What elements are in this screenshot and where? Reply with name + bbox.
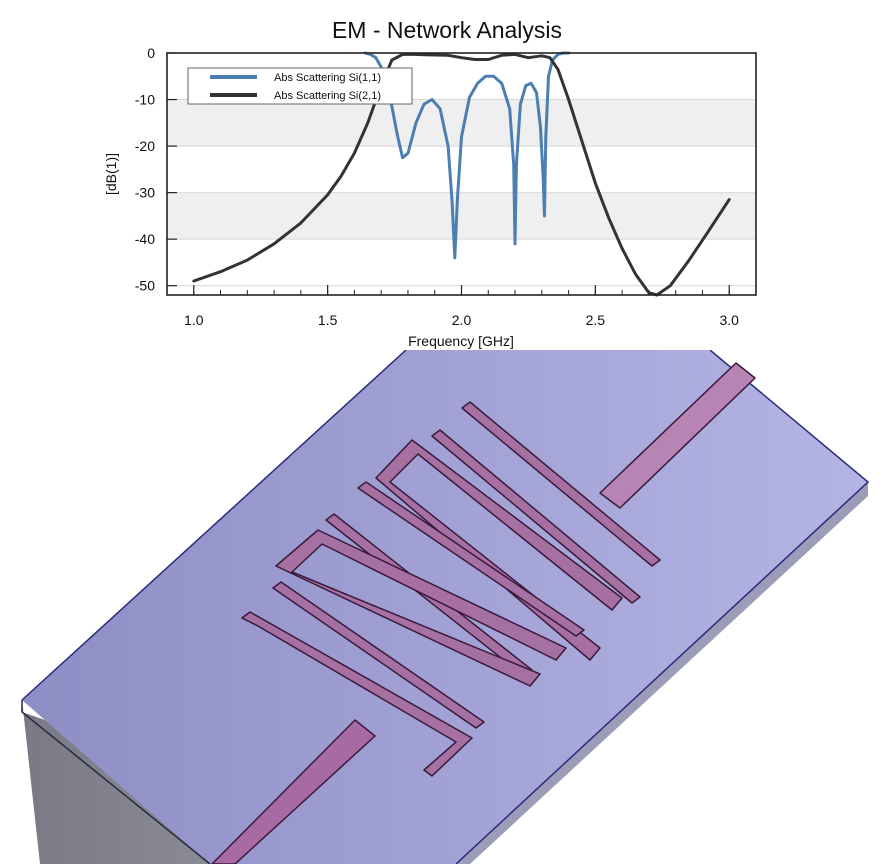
y-tick-label: -50 [135, 278, 155, 294]
legend-label-s11: Abs Scattering Si(1,1) [274, 72, 381, 84]
series-line-s11 [363, 51, 571, 260]
substrate-side [22, 700, 460, 864]
legend-label-s21: Abs Scattering Si(2,1) [274, 90, 381, 102]
resonator-7 [272, 581, 485, 729]
y-tick-label: -30 [135, 185, 155, 201]
chart-title: EM - Network Analysis [331, 17, 563, 43]
y-tick-label: -40 [135, 231, 155, 247]
grid-bands [167, 52, 756, 287]
resonators [241, 401, 661, 777]
ticks-layer: 1.0 1.5 2.0 2.5 3.0 0 -10 -20 -30 -40 -50 [135, 45, 739, 328]
chart-panel: EM - Network Analysis 1.0 1.5 2.0 2.5 3.0 0 -1… [0, 0, 882, 352]
y-tick-label: 0 [147, 45, 155, 61]
feed-lines [211, 362, 756, 864]
x-tick-label: 1.0 [184, 312, 204, 328]
y-tick-label: -10 [135, 92, 155, 108]
substrate-edge [21, 350, 407, 701]
resonator-6 [275, 529, 567, 687]
resonator-8 [241, 611, 473, 777]
legend-box [187, 67, 413, 105]
legend: Abs Scattering Si(1,1) Abs Scattering Si… [187, 67, 413, 105]
substrate-edge-right [455, 350, 870, 864]
x-tick-label: 2.0 [452, 312, 472, 328]
series-line-s21 [192, 52, 731, 297]
resonator-3 [375, 439, 623, 661]
y-axis-label: [dB(1)] [103, 153, 119, 195]
y-tick-label: -20 [135, 138, 155, 154]
series-layer [192, 51, 731, 297]
resonator-1 [461, 401, 661, 567]
x-tick-label: 1.5 [318, 312, 338, 328]
resonator-2 [431, 429, 641, 604]
filter-3d-model [21, 350, 870, 864]
x-tick-label: 2.5 [586, 312, 606, 328]
substrate-edge-front [21, 700, 211, 864]
x-axis-label: Frequency [GHz] [408, 333, 514, 349]
x-tick-label: 3.0 [719, 312, 739, 328]
grid-band [167, 192, 756, 240]
output-feed-line [599, 362, 756, 509]
chart-svg: 1.0 1.5 2.0 2.5 3.0 0 -10 -20 -30 -40 -50 Abs Scat… [103, 45, 757, 349]
input-feed-line [211, 719, 376, 864]
resonator-4 [357, 481, 585, 637]
